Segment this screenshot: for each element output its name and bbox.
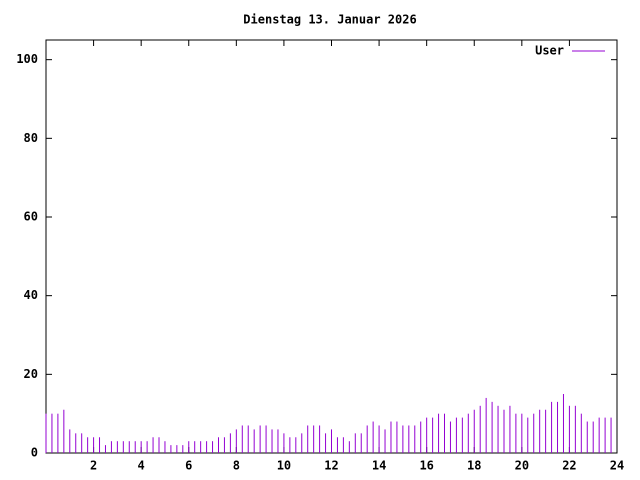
x-tick-label: 22: [562, 459, 576, 473]
x-tick-label: 24: [610, 459, 624, 473]
y-tick-label: 40: [24, 288, 38, 302]
x-tick-label: 14: [372, 459, 386, 473]
chart-title: Dienstag 13. Januar 2026: [243, 13, 416, 27]
y-tick-label: 100: [16, 52, 38, 66]
x-tick-label: 2: [90, 459, 97, 473]
x-tick-label: 16: [419, 459, 433, 473]
x-tick-label: 4: [138, 459, 145, 473]
plot-border: [45, 39, 618, 454]
y-tick-label: 60: [24, 210, 38, 224]
legend-label: User: [535, 44, 564, 58]
x-tick-label: 8: [233, 459, 240, 473]
x-tick-label: 12: [324, 459, 338, 473]
x-tick-label: 18: [467, 459, 481, 473]
x-tick-label: 10: [277, 459, 291, 473]
x-tick-label: 6: [185, 459, 192, 473]
y-tick-label: 80: [24, 131, 38, 145]
x-tick-label: 20: [515, 459, 529, 473]
y-tick-label: 0: [31, 446, 38, 460]
y-tick-label: 20: [24, 367, 38, 381]
